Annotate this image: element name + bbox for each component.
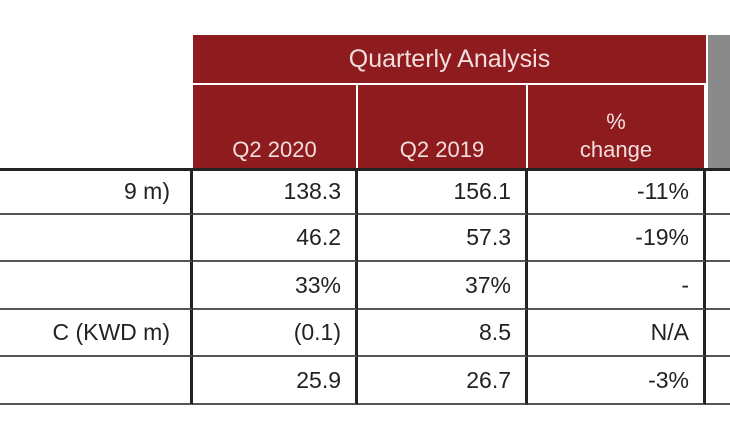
- table-cell: (0.1): [193, 310, 358, 357]
- table-top-border: [0, 168, 730, 171]
- cut-cell: [706, 170, 730, 215]
- cut-cell: [706, 357, 730, 405]
- column-header: Q2 2019: [358, 85, 528, 170]
- column-header: Q2 2020: [193, 85, 358, 170]
- table-cell: 156.1: [358, 170, 528, 215]
- grey-header: [708, 35, 730, 170]
- table-cell: 37%: [358, 262, 528, 310]
- table-cell: -: [528, 262, 706, 310]
- table-cell: 8.5: [358, 310, 528, 357]
- table-cell: 33%: [193, 262, 358, 310]
- row-label: [0, 215, 193, 262]
- table-title: Quarterly Analysis: [193, 35, 706, 85]
- row-label: [0, 357, 193, 405]
- table-cell: -11%: [528, 170, 706, 215]
- table-cell: 138.3: [193, 170, 358, 215]
- row-label: 9 m): [0, 170, 193, 215]
- column-header-text: % change: [579, 109, 653, 162]
- row-label: [0, 262, 193, 310]
- subheader-band: [193, 85, 706, 170]
- table-cell: N/A: [528, 310, 706, 357]
- column-header-text: Q2 2020: [232, 137, 317, 162]
- table-cell: -3%: [528, 357, 706, 405]
- table-cell: -19%: [528, 215, 706, 262]
- cut-cell: [706, 215, 730, 262]
- column-header: % change: [528, 85, 706, 170]
- cut-cell: [706, 262, 730, 310]
- table-cell: 46.2: [193, 215, 358, 262]
- table-cell: 25.9: [193, 357, 358, 405]
- row-label: C (KWD m): [0, 310, 193, 357]
- cut-cell: [706, 310, 730, 357]
- table-cell: 26.7: [358, 357, 528, 405]
- table-cell: 57.3: [358, 215, 528, 262]
- column-header-text: Q2 2019: [399, 137, 485, 162]
